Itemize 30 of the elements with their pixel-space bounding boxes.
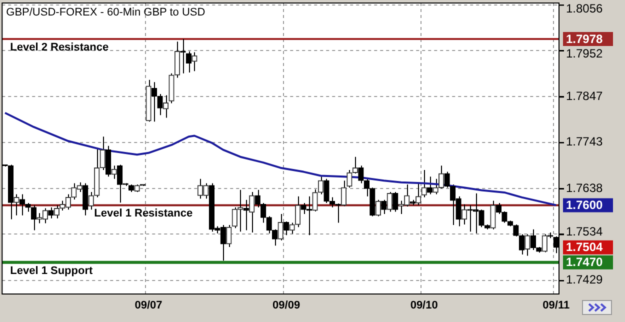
candlestick	[48, 206, 54, 219]
chart-title: GBP/USD-FOREX - 60-Min GBP to USD	[6, 6, 206, 19]
x-tick-label: 09/11	[542, 300, 570, 312]
candlestick	[427, 176, 433, 195]
candlestick	[392, 192, 398, 212]
y-tick-label: 1.7847	[566, 88, 604, 103]
candlestick	[30, 204, 37, 231]
y-tick-label: 1.7429	[566, 272, 604, 287]
text: 1.7470	[566, 255, 604, 270]
candlestick	[243, 199, 249, 231]
ref-line-label: Level 1 Support	[10, 264, 93, 277]
candlestick	[518, 234, 525, 255]
y-tick-label: 1.8056	[566, 1, 604, 16]
text: 1.7978	[566, 32, 604, 46]
y-tick-label: 1.7638	[566, 180, 604, 195]
x-tick-label: 09/10	[410, 300, 438, 312]
x-tick-label: 09/07	[134, 300, 162, 312]
x-tick-label: 09/09	[272, 300, 300, 312]
y-tick-label: 1.7743	[566, 134, 604, 149]
ref-line-label: Level 1 Resistance	[94, 208, 193, 220]
ref-line-label: Level 2 Resistance	[10, 42, 109, 54]
data-label: 1.7600	[566, 198, 604, 212]
text: 1.7504	[566, 240, 604, 254]
y-tick-label: 1.7952	[566, 46, 604, 60]
candlestick	[106, 145, 112, 178]
candlestick	[186, 50, 192, 73]
candlestick	[82, 182, 88, 216]
y-tick-label: 1.7534	[566, 224, 604, 239]
candlestick	[513, 224, 519, 237]
candlestick	[358, 165, 364, 184]
